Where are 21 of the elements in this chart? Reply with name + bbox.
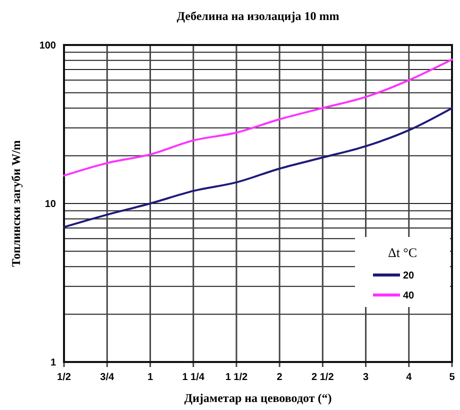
legend-title: Δt °C [388,245,418,260]
x-tick-label: 1 1/4 [182,372,205,383]
x-tick-label: 3 [362,372,369,383]
x-tick-label: 1 1/2 [225,372,248,383]
x-tick-label: 2 1/2 [312,372,334,383]
legend-label: 40 [403,290,415,302]
x-axis-title: Дијаметар на цевоводот (“) [184,391,332,405]
x-tick-label: 1/2 [57,372,72,383]
line-series [63,107,453,228]
legend-label: 20 [403,270,415,282]
x-tick-label: 3/4 [100,372,114,383]
x-tick-label: 2 [276,372,283,383]
y-axis-title: Топлински загуби W/m [9,140,23,267]
y-tick-label: 10 [44,199,56,210]
y-tick-label: 100 [39,40,56,52]
x-tick-label: 5 [449,372,456,383]
y-tick-label: 1 [50,358,56,368]
x-tick-label: 4 [406,372,412,383]
line-series [63,58,453,177]
x-tick-label: 1 [147,372,154,383]
chart-title: Дебелина на изолација 10 mm [176,9,340,23]
